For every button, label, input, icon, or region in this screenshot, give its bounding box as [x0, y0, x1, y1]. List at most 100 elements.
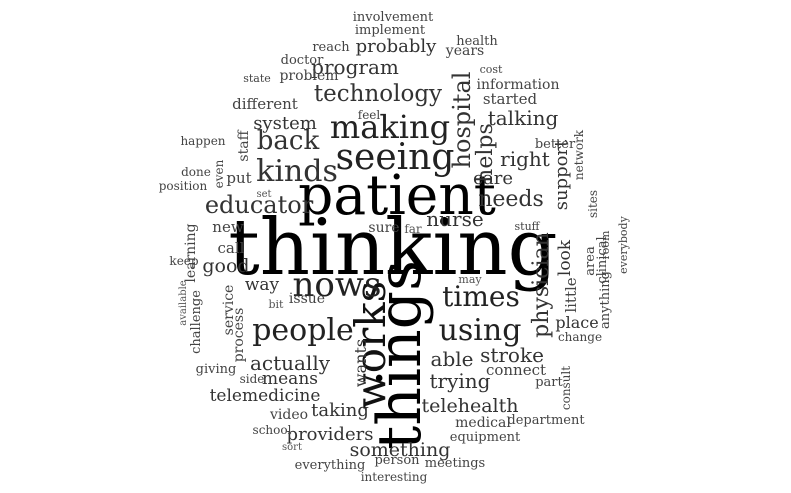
cloud-word-better: better: [535, 137, 576, 152]
cloud-word-meetings: meetings: [425, 456, 485, 471]
cloud-word-look: look: [555, 239, 575, 276]
cloud-word-everything: everything: [295, 458, 366, 473]
cloud-word-good: good: [202, 255, 249, 277]
cloud-word-done: done: [181, 165, 211, 179]
cloud-word-needs: needs: [478, 187, 544, 212]
cloud-word-nows: nows: [293, 265, 382, 305]
cloud-word-started: started: [483, 90, 538, 108]
cloud-word-bit: bit: [269, 298, 285, 311]
cloud-word-available: available: [178, 280, 189, 326]
cloud-word-issue: issue: [289, 291, 325, 307]
cloud-word-everybody: everybody: [617, 215, 630, 273]
cloud-word-person: person: [374, 453, 420, 468]
cloud-word-state: state: [243, 72, 271, 85]
cloud-word-making: making: [330, 108, 450, 146]
cloud-word-thinking: thinking: [228, 203, 557, 293]
cloud-word-happen: happen: [180, 134, 225, 148]
cloud-word-system: system: [253, 113, 317, 134]
cloud-word-medical: medical: [455, 415, 511, 431]
cloud-word-educator: educator: [205, 191, 314, 219]
cloud-word-actually: actually: [250, 351, 331, 375]
cloud-word-telemedicine: telemedicine: [210, 386, 321, 406]
cloud-word-talking: talking: [488, 106, 559, 130]
cloud-word-trying: trying: [430, 369, 491, 393]
cloud-word-area: area: [583, 246, 598, 276]
cloud-word-different: different: [232, 95, 298, 113]
cloud-word-works: works: [346, 281, 395, 409]
cloud-word-stroke: stroke: [480, 343, 544, 367]
cloud-word-interesting: interesting: [361, 470, 428, 484]
cloud-word-way: way: [245, 275, 280, 295]
cloud-word-process: process: [231, 308, 247, 363]
cloud-word-sort: sort: [282, 442, 302, 453]
cloud-word-people: people: [252, 313, 354, 348]
cloud-word-providers: providers: [287, 424, 374, 445]
cloud-word-using: using: [439, 313, 522, 348]
cloud-word-patient: patient: [298, 163, 496, 227]
cloud-word-information: information: [477, 77, 560, 93]
cloud-word-may: may: [458, 273, 482, 286]
cloud-word-position: position: [159, 179, 208, 193]
cloud-word-department: department: [507, 413, 585, 428]
cloud-word-years: years: [445, 43, 484, 59]
cloud-word-far: far: [404, 222, 422, 236]
cloud-word-new: new: [212, 218, 244, 236]
cloud-word-helps: helps: [473, 123, 498, 183]
cloud-word-part: part: [535, 375, 563, 390]
cloud-word-stuff: stuff: [515, 220, 541, 233]
cloud-word-something: something: [350, 439, 451, 461]
cloud-word-network: network: [572, 129, 586, 180]
cloud-word-things: things: [365, 260, 435, 450]
cloud-word-clinical: clinical: [595, 236, 610, 283]
cloud-word-problem: problem: [279, 68, 338, 84]
cloud-word-reach: reach: [312, 40, 350, 55]
cloud-word-staff: staff: [236, 129, 252, 161]
cloud-word-little: little: [562, 277, 580, 312]
cloud-word-school: school: [253, 423, 292, 437]
cloud-word-kinds: kinds: [256, 154, 338, 189]
cloud-word-means: means: [262, 369, 318, 389]
cloud-word-right: right: [500, 147, 550, 171]
cloud-word-times: times: [442, 280, 520, 313]
cloud-word-even: even: [212, 159, 226, 188]
cloud-word-technology: technology: [314, 81, 442, 107]
cloud-word-nurse: nurse: [426, 207, 483, 231]
cloud-word-back: back: [257, 126, 320, 156]
cloud-word-set: set: [256, 189, 271, 200]
cloud-word-challenge: challenge: [189, 290, 204, 354]
cloud-word-support: support: [551, 139, 572, 210]
cloud-word-taking: taking: [311, 400, 369, 421]
cloud-word-telehealth: telehealth: [422, 395, 519, 417]
cloud-word-seeing: seeing: [336, 137, 455, 178]
cloud-word-keep: keep: [169, 254, 198, 268]
cloud-word-health: health: [456, 34, 498, 49]
cloud-word-anything: anything: [598, 271, 613, 329]
cloud-word-implement: implement: [355, 23, 426, 38]
cloud-word-side: side: [240, 372, 265, 386]
cloud-word-video: video: [269, 407, 308, 423]
cloud-word-change: change: [558, 330, 602, 344]
cloud-word-wants: wants: [351, 339, 370, 387]
cloud-word-consult: consult: [559, 366, 573, 410]
cloud-word-doctor: doctor: [281, 53, 324, 68]
cloud-word-service: service: [221, 285, 237, 336]
cloud-word-probably: probably: [356, 36, 437, 57]
cloud-word-physician: physician: [529, 232, 554, 338]
cloud-word-cost: cost: [480, 63, 503, 76]
cloud-word-room: room: [599, 230, 612, 260]
cloud-word-involvement: involvement: [353, 10, 434, 25]
cloud-word-hospital: hospital: [448, 72, 476, 169]
cloud-word-sites: sites: [586, 190, 600, 218]
cloud-word-learning: learning: [183, 223, 199, 282]
cloud-word-program: program: [311, 55, 399, 79]
cloud-word-call: call: [218, 239, 245, 257]
cloud-word-place: place: [555, 313, 598, 332]
cloud-word-equipment: equipment: [450, 430, 521, 445]
cloud-word-feel: feel: [358, 108, 381, 122]
cloud-word-giving: giving: [196, 362, 237, 377]
cloud-word-connect: connect: [486, 361, 546, 379]
cloud-word-care: care: [473, 168, 513, 189]
cloud-word-put: put: [226, 169, 251, 187]
cloud-word-able: able: [431, 347, 474, 371]
